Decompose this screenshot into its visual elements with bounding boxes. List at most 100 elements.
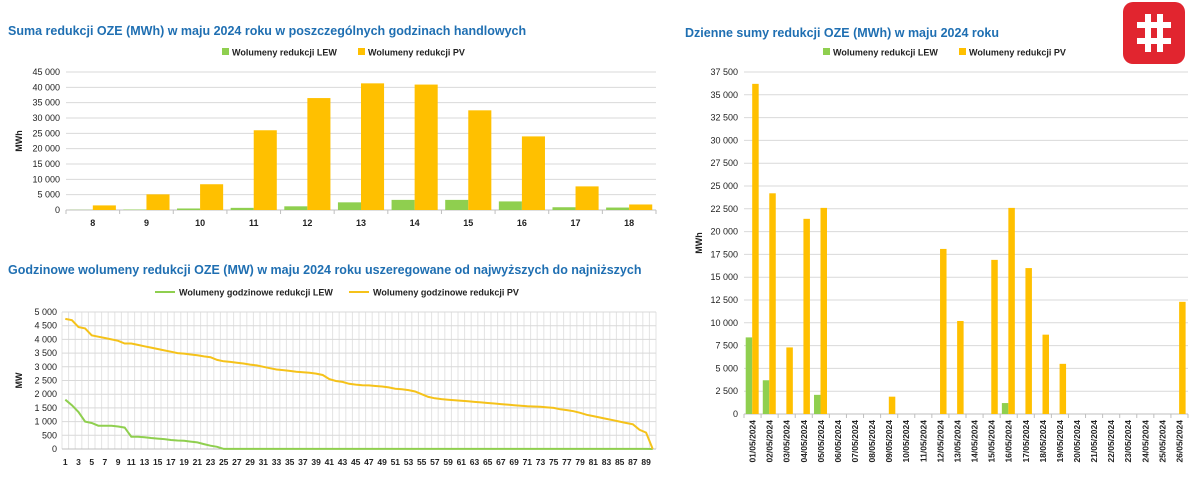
y-tick-label: 37 500 <box>710 67 738 77</box>
bar-pv <box>803 218 810 414</box>
x-tick-label: 06/05/2024 <box>833 420 843 463</box>
x-tick-label: 7 <box>103 457 108 467</box>
bar-pv <box>769 193 776 414</box>
x-tick-label: 09/05/2024 <box>884 420 894 463</box>
x-tick-label: 15/05/2024 <box>987 420 997 463</box>
x-tick-label: 18/05/2024 <box>1038 420 1048 463</box>
y-tick-label: 22 500 <box>710 204 738 214</box>
x-tick-label: 15 <box>463 218 473 228</box>
y-axis-label: MW <box>14 372 24 388</box>
y-tick-label: 2 500 <box>715 386 738 396</box>
x-tick-label: 47 <box>364 457 374 467</box>
legend-label: Wolumeny redukcji PV <box>969 48 1066 58</box>
x-tick-label: 79 <box>575 457 585 467</box>
x-tick-label: 49 <box>377 457 387 467</box>
x-tick-label: 3 <box>76 457 81 467</box>
bar-pv <box>575 186 599 210</box>
legend-swatch <box>358 48 365 55</box>
y-tick-label: 25 000 <box>32 128 60 138</box>
x-tick-label: 31 <box>259 457 269 467</box>
x-tick-label: 51 <box>391 457 401 467</box>
bar-pv <box>200 184 224 210</box>
x-tick-label: 87 <box>628 457 638 467</box>
x-tick-label: 03/05/2024 <box>782 420 792 463</box>
x-tick-label: 12 <box>302 218 312 228</box>
x-tick-label: 69 <box>509 457 519 467</box>
x-tick-label: 73 <box>536 457 546 467</box>
bar-pv <box>92 205 116 210</box>
bar-pv <box>940 248 947 414</box>
bar-pv <box>957 320 964 414</box>
bar-lew <box>284 206 308 210</box>
bar-pv <box>820 207 827 414</box>
bar-pv <box>1025 268 1032 414</box>
y-tick-label: 500 <box>42 430 57 440</box>
bar-pv <box>253 130 277 210</box>
x-tick-label: 07/05/2024 <box>850 420 860 463</box>
bar-lew <box>1001 403 1009 414</box>
x-tick-label: 57 <box>430 457 440 467</box>
x-tick-label: 10/05/2024 <box>901 420 911 463</box>
x-tick-label: 17 <box>166 457 176 467</box>
bar-lew <box>230 207 254 210</box>
y-tick-label: 25 000 <box>710 181 738 191</box>
y-tick-label: 30 000 <box>710 135 738 145</box>
y-tick-label: 2 000 <box>34 389 57 399</box>
bar-pv <box>991 259 998 414</box>
y-tick-label: 2 500 <box>34 376 57 386</box>
x-tick-label: 81 <box>589 457 599 467</box>
y-tick-label: 20 000 <box>710 227 738 237</box>
chart2-title: Godzinowe wolumeny redukcji OZE (MW) w m… <box>8 263 642 277</box>
x-tick-label: 55 <box>417 457 427 467</box>
x-tick-label: 43 <box>338 457 348 467</box>
legend-label: Wolumeny godzinowe redukcji LEW <box>179 288 333 298</box>
x-tick-label: 15 <box>153 457 163 467</box>
y-tick-label: 3 000 <box>34 362 57 372</box>
y-tick-label: 35 000 <box>32 98 60 108</box>
x-tick-label: 35 <box>285 457 295 467</box>
bar-lew <box>445 199 469 210</box>
y-tick-label: 1 500 <box>34 403 57 413</box>
x-tick-label: 41 <box>325 457 335 467</box>
x-tick-label: 63 <box>470 457 480 467</box>
y-tick-label: 20 000 <box>32 144 60 154</box>
legend-swatch <box>959 48 966 55</box>
y-tick-label: 7 500 <box>715 341 738 351</box>
bar-pv <box>307 98 331 210</box>
x-tick-label: 75 <box>549 457 559 467</box>
legend-label: Wolumeny godzinowe redukcji PV <box>373 288 519 298</box>
x-tick-label: 5 <box>89 457 94 467</box>
bar-lew <box>177 208 201 210</box>
bar-pv <box>1179 301 1186 414</box>
bar-pv <box>1008 207 1015 414</box>
y-tick-label: 27 500 <box>710 158 738 168</box>
bar-lew <box>762 380 770 414</box>
x-tick-label: 01/05/2024 <box>748 420 758 463</box>
x-tick-label: 05/05/2024 <box>816 420 826 463</box>
x-tick-label: 10 <box>195 218 205 228</box>
x-tick-label: 59 <box>443 457 453 467</box>
bar-pv <box>1042 334 1049 414</box>
x-tick-label: 16 <box>517 218 527 228</box>
x-tick-label: 08/05/2024 <box>867 420 877 463</box>
x-tick-label: 23 <box>206 457 216 467</box>
chart1-title: Suma redukcji OZE (MWh) w maju 2024 roku… <box>8 24 527 38</box>
legend-label: Wolumeny redukcji LEW <box>232 48 337 58</box>
bar-pv <box>468 110 492 210</box>
bar-lew <box>337 202 361 210</box>
x-tick-label: 22/05/2024 <box>1106 420 1116 463</box>
x-tick-label: 65 <box>483 457 493 467</box>
bar-lew <box>606 207 630 210</box>
y-tick-label: 15 000 <box>710 272 738 282</box>
bar-pv <box>1059 363 1067 414</box>
x-tick-label: 17 <box>571 218 581 228</box>
y-tick-label: 4 000 <box>34 334 57 344</box>
bar-pv <box>752 83 759 414</box>
x-tick-label: 37 <box>298 457 308 467</box>
x-tick-label: 13/05/2024 <box>952 420 962 463</box>
chart3-title: Dzienne sumy redukcji OZE (MWh) w maju 2… <box>685 26 999 40</box>
bar-pv <box>146 194 170 210</box>
x-tick-label: 1 <box>63 457 68 467</box>
x-tick-label: 20/05/2024 <box>1072 420 1082 463</box>
